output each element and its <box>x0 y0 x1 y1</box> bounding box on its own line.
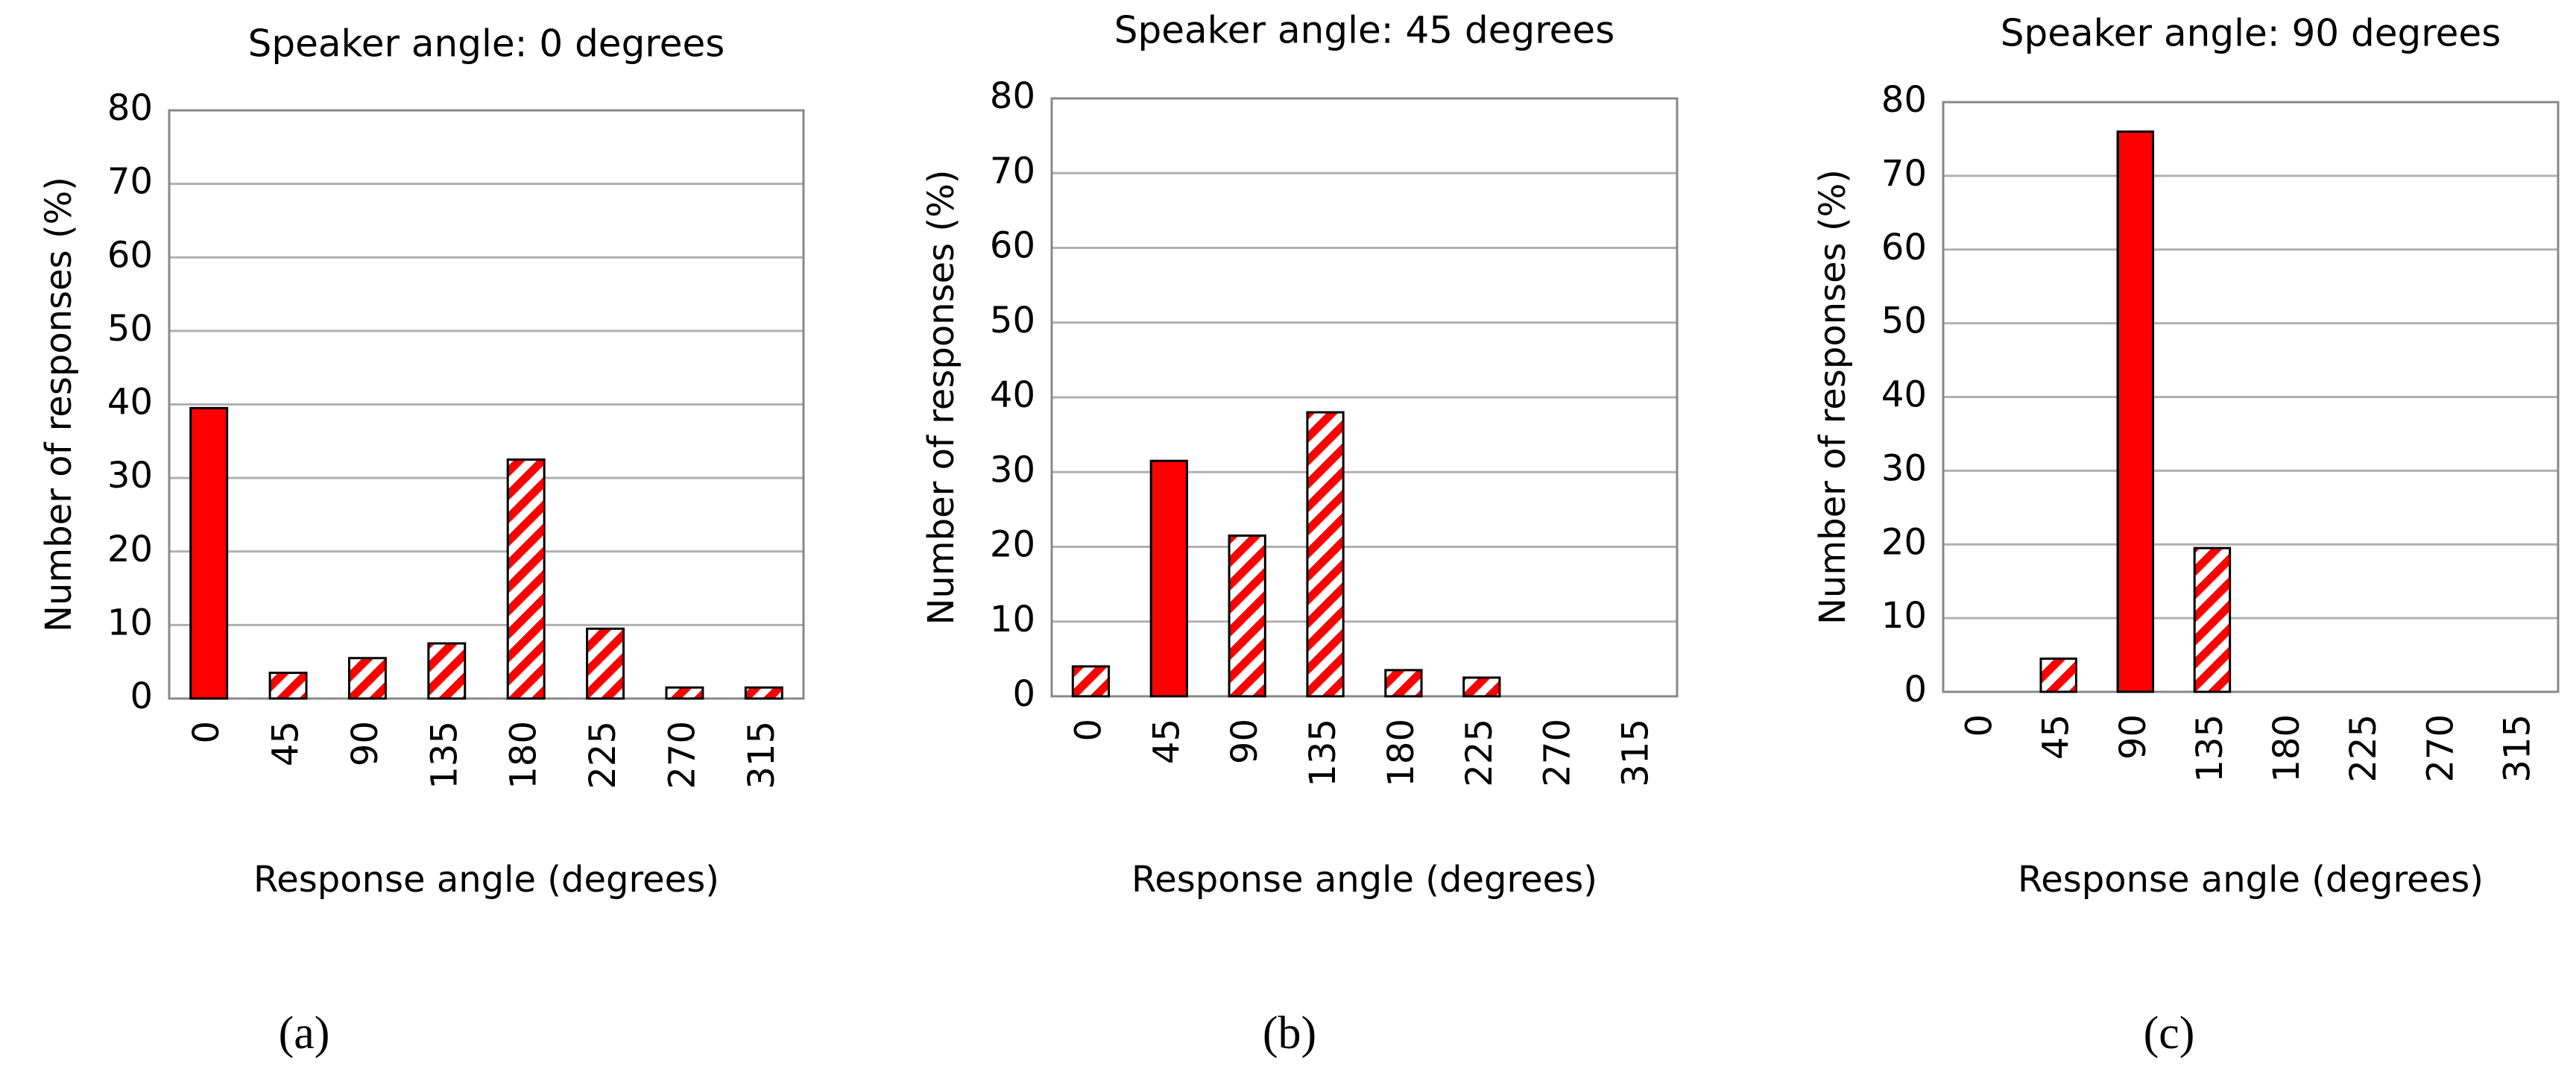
bar <box>347 657 387 700</box>
bar <box>1384 669 1423 698</box>
x-tick-label: 0 <box>186 721 227 744</box>
bar <box>1462 676 1501 698</box>
y-tick-label: 0 <box>1012 673 1035 715</box>
bar <box>744 686 783 700</box>
y-tick-label: 40 <box>1881 374 1927 416</box>
bar <box>506 458 546 700</box>
x-tick-label: 315 <box>2496 714 2538 783</box>
plot-border <box>168 109 805 700</box>
x-axis-label: Response angle (degrees) <box>1131 859 1597 901</box>
plot-border <box>1942 101 2560 693</box>
x-tick-label: 90 <box>1224 719 1266 764</box>
x-tick-label: 315 <box>741 721 783 789</box>
plot-border <box>1050 97 1679 698</box>
x-tick-label: 225 <box>2343 714 2384 783</box>
y-tick-label: 50 <box>1881 300 1927 342</box>
y-tick-label: 80 <box>990 75 1035 117</box>
y-axis-label: Number of responses (%) <box>1812 169 1854 625</box>
x-tick-label: 180 <box>1380 719 1422 787</box>
y-axis-label: Number of responses (%) <box>38 177 80 632</box>
chart-title: Speaker angle: 90 degrees <box>2001 12 2501 55</box>
x-tick-label: 0 <box>1959 714 2001 737</box>
y-tick-label: 60 <box>990 225 1035 267</box>
y-tick-label: 70 <box>1881 153 1927 195</box>
y-tick-label: 10 <box>990 599 1035 640</box>
y-tick-label: 20 <box>107 529 153 570</box>
x-axis-label: Response angle (degrees) <box>253 859 719 901</box>
bar <box>2039 658 2077 693</box>
x-tick-label: 45 <box>265 721 307 766</box>
chart-title: Speaker angle: 0 degrees <box>248 22 725 66</box>
y-axis-label: Number of responses (%) <box>921 170 962 625</box>
x-tick-label: 135 <box>1302 719 1344 787</box>
y-tick-label: 70 <box>990 150 1035 192</box>
bar <box>1149 459 1188 698</box>
panel-label: (c) <box>2144 1008 2195 1059</box>
x-tick-label: 135 <box>423 721 465 789</box>
bar <box>1306 411 1345 698</box>
x-tick-label: 0 <box>1067 719 1109 742</box>
bar <box>1228 534 1266 698</box>
x-tick-label: 180 <box>2266 714 2308 783</box>
bar <box>665 686 704 700</box>
x-tick-label: 225 <box>1459 719 1500 787</box>
bar <box>2193 546 2232 693</box>
panel-label: (b) <box>1263 1008 1316 1059</box>
x-tick-label: 315 <box>1615 719 1657 787</box>
y-tick-label: 10 <box>107 602 153 643</box>
x-tick-label: 90 <box>344 721 386 766</box>
x-tick-label: 270 <box>1537 719 1579 787</box>
x-tick-label: 135 <box>2189 714 2231 783</box>
x-tick-label: 270 <box>2419 714 2461 783</box>
bar <box>1071 665 1111 698</box>
y-tick-label: 70 <box>107 161 153 203</box>
y-tick-label: 60 <box>1881 227 1927 268</box>
bar <box>586 627 625 700</box>
y-tick-label: 50 <box>107 308 153 350</box>
y-tick-label: 0 <box>1904 669 1927 710</box>
x-tick-label: 225 <box>582 721 624 789</box>
y-tick-label: 30 <box>107 455 153 497</box>
x-tick-label: 45 <box>1146 719 1187 764</box>
y-tick-label: 80 <box>1881 79 1927 121</box>
y-tick-label: 50 <box>990 300 1035 341</box>
x-tick-label: 270 <box>661 721 703 789</box>
x-tick-label: 90 <box>2112 714 2154 760</box>
y-tick-label: 30 <box>1881 447 1927 489</box>
panel-label: (a) <box>279 1008 330 1059</box>
y-tick-label: 30 <box>990 449 1035 491</box>
x-axis-label: Response angle (degrees) <box>2018 859 2484 901</box>
y-tick-label: 20 <box>990 524 1035 566</box>
x-tick-label: 45 <box>2036 714 2077 760</box>
bar <box>2116 130 2155 693</box>
bar <box>427 642 467 700</box>
y-tick-label: 80 <box>107 87 153 129</box>
y-tick-label: 20 <box>1881 521 1927 563</box>
chart-title: Speaker angle: 45 degrees <box>1114 9 1615 52</box>
y-tick-label: 40 <box>990 374 1035 416</box>
y-tick-label: 40 <box>107 382 153 423</box>
bar <box>189 406 229 700</box>
y-tick-label: 60 <box>107 234 153 276</box>
bar <box>268 671 308 700</box>
y-tick-label: 0 <box>130 675 153 717</box>
x-tick-label: 180 <box>503 721 545 789</box>
y-tick-label: 10 <box>1881 595 1927 637</box>
